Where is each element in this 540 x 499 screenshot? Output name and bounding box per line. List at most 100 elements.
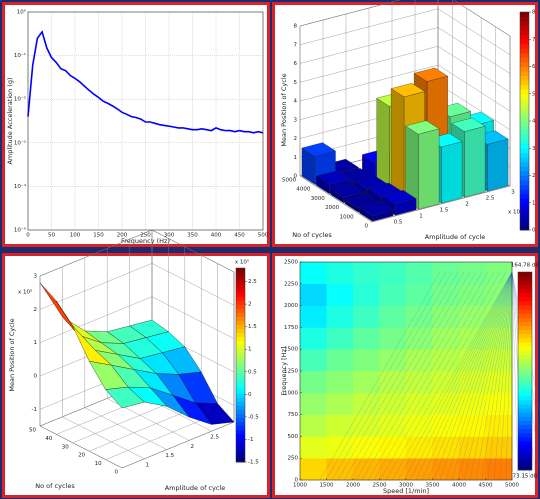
- colorbar-tick-label: 2: [532, 173, 536, 179]
- heat-cell: [406, 458, 433, 481]
- heat-cell: [326, 327, 354, 350]
- colorbar-cell: [520, 102, 529, 108]
- z-tick-label: 1: [34, 340, 38, 346]
- colorbar-cell: [236, 352, 245, 358]
- colorbar-tick-label: 0: [532, 228, 536, 234]
- x-axis-label: Amplitude of cycle: [165, 484, 226, 492]
- heat-cell: [379, 414, 407, 437]
- colorbar-frame: [235, 267, 246, 463]
- colorbar-cell: [236, 268, 245, 273]
- y-tick-label: 0: [365, 224, 369, 230]
- colorbar-cell: [520, 202, 529, 208]
- bar-face: [441, 141, 463, 204]
- colorbar-cell: [236, 348, 245, 354]
- colorbar-cell: [236, 385, 245, 390]
- colorbar-cell: [520, 25, 529, 31]
- colorbar-tick-label: 2: [248, 302, 252, 308]
- heat-cell: [406, 349, 433, 372]
- x-tick-label: 1.5: [440, 208, 449, 214]
- panel: [2, 2, 270, 247]
- grid-line: [39, 229, 153, 277]
- bar-face: [390, 88, 405, 201]
- x-tick-label: 1: [419, 214, 423, 220]
- colorbar-cell: [520, 198, 529, 204]
- colorbar-cell: [518, 399, 532, 405]
- colorbar-cell: [520, 93, 529, 99]
- colorbar-cell: [520, 52, 529, 58]
- colorbar-tick-label: 1: [532, 200, 536, 206]
- heat-cell: [432, 414, 460, 437]
- order-line: [403, 271, 513, 481]
- colorbar-cell: [520, 143, 529, 149]
- colorbar-cell: [518, 379, 532, 384]
- order-line: [487, 271, 513, 481]
- x-tick-label: 0.5: [394, 220, 403, 226]
- order-line: [445, 271, 513, 481]
- heat-cell: [485, 305, 513, 328]
- z-axis-label: Mean Position of Cycle: [280, 73, 288, 146]
- colorbar-cell: [520, 80, 529, 86]
- y-tick-label: 3000: [311, 196, 325, 202]
- colorbar-cell: [236, 457, 245, 463]
- order-line: [439, 271, 513, 481]
- order-line: [373, 271, 495, 481]
- y-axis-label: No of cycles: [35, 482, 75, 490]
- heat-cell: [353, 436, 380, 459]
- x-axis-label: Speed [1/min]: [383, 487, 429, 495]
- colorbar-cell: [518, 321, 532, 327]
- colorbar-cell: [518, 371, 532, 376]
- colorbar-cell: [236, 413, 245, 418]
- colorbar-cell: [520, 134, 529, 140]
- bar-top: [451, 117, 486, 132]
- colorbar-cell: [518, 441, 532, 446]
- x-tick-label: 2500: [373, 483, 387, 489]
- y-tick-label: 1000: [284, 390, 298, 396]
- colorbar-cell: [236, 377, 245, 382]
- colorbar-cell: [236, 324, 245, 330]
- colorbar-cell: [520, 193, 529, 199]
- y-tick-label: 5000: [282, 178, 296, 184]
- x-tick-label: 4000: [452, 483, 466, 489]
- grid-line: [39, 296, 153, 343]
- heat-cell: [459, 327, 486, 350]
- colorbar-cell: [236, 429, 245, 435]
- heat-cell: [485, 436, 513, 459]
- heat-cell: [485, 458, 513, 481]
- colorbar-cell: [518, 342, 532, 347]
- order-line: [319, 271, 441, 481]
- colorbar-cell: [520, 130, 529, 136]
- order-line: [343, 271, 465, 481]
- colorbar-cell: [520, 48, 529, 54]
- colorbar-cell: [236, 369, 245, 374]
- colorbar-frame: [517, 271, 533, 471]
- order-line: [505, 271, 513, 481]
- colorbar-cell: [518, 428, 532, 434]
- order-line: [325, 271, 447, 481]
- y-tick-label: 10: [95, 461, 102, 467]
- spectrum-line: [27, 30, 264, 134]
- heat-cell: [432, 327, 460, 350]
- y-tick-label: 10⁻³: [14, 139, 26, 146]
- heat-cell: [326, 436, 354, 459]
- heat-cell: [353, 305, 380, 328]
- heat-cell: [485, 327, 513, 350]
- colorbar-tick-label: -1: [248, 437, 253, 443]
- heat-cell: [353, 327, 380, 350]
- colorbar-cell: [520, 216, 529, 222]
- order-line: [409, 271, 513, 481]
- heat-cell: [432, 458, 460, 481]
- colorbar-cell: [236, 356, 245, 362]
- colorbar-cell: [236, 381, 245, 386]
- colorbar-cell: [520, 157, 529, 163]
- colorbar-cell: [520, 189, 529, 195]
- colorbar-cell: [236, 445, 245, 451]
- order-line: [355, 271, 477, 481]
- y-tick-label: 20: [78, 453, 85, 459]
- colorbar-cell: [518, 362, 532, 368]
- grid-line: [437, 27, 511, 74]
- z-tick-label: 3: [294, 117, 298, 123]
- order-line: [481, 271, 513, 481]
- colorbar-cell: [518, 416, 532, 421]
- colorbar-cell: [518, 404, 532, 409]
- axis-exponent: x 10⁵: [18, 289, 32, 296]
